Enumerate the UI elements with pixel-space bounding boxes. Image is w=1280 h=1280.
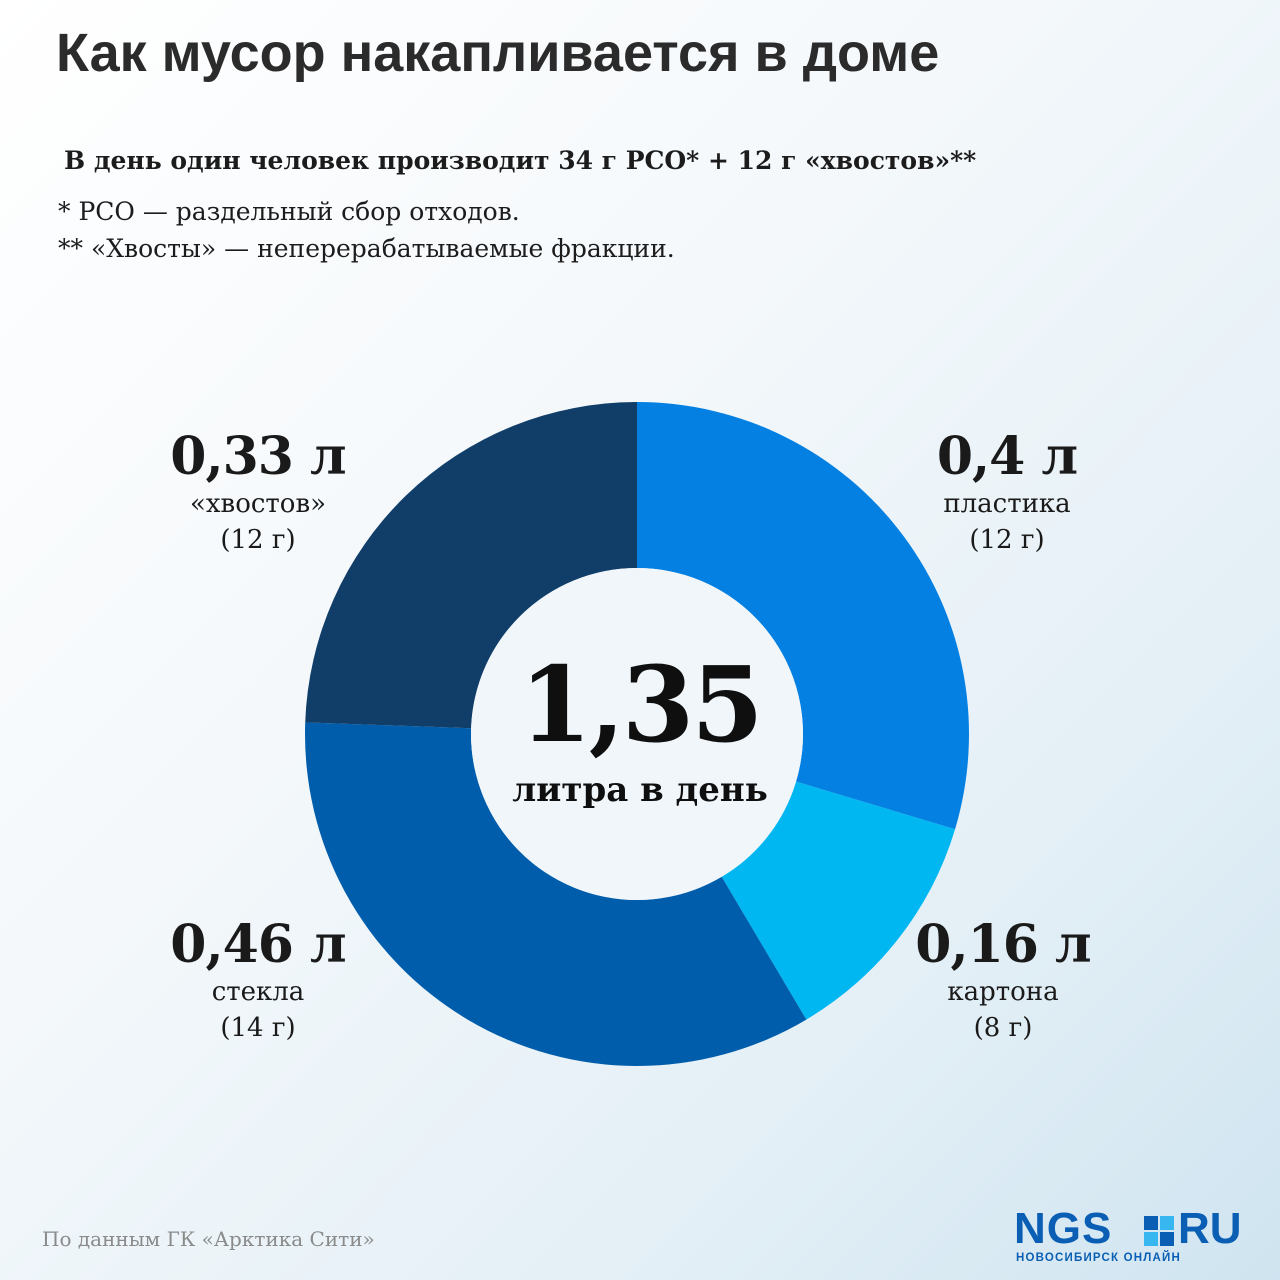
slice-mass-plastic: (12 г) — [857, 522, 1157, 558]
donut-center-label: литра в день — [440, 768, 840, 812]
slice-name-cardboard: картона — [853, 974, 1153, 1010]
logo-ngs-text: NGS — [1014, 1204, 1112, 1254]
logo-ru-text: RU — [1178, 1204, 1242, 1254]
source-note: По данным ГК «Арктика Сити» — [42, 1227, 375, 1251]
ngs-logo: NGS RU НОВОСИБИРСК ОНЛАЙН — [1014, 1208, 1248, 1268]
slice-value-tails: 0,33 л — [108, 428, 408, 486]
slice-mass-glass: (14 г) — [108, 1010, 408, 1046]
slice-value-plastic: 0,4 л — [857, 428, 1157, 486]
slice-mass-cardboard: (8 г) — [853, 1010, 1153, 1046]
slice-mass-tails: (12 г) — [108, 522, 408, 558]
slice-name-glass: стекла — [108, 974, 408, 1010]
slice-label-cardboard: 0,16 л картона (8 г) — [853, 916, 1153, 1046]
slice-name-tails: «хвостов» — [108, 486, 408, 522]
slice-label-glass: 0,46 л стекла (14 г) — [108, 916, 408, 1046]
slice-label-tails: 0,33 л «хвостов» (12 г) — [108, 428, 408, 558]
slice-value-cardboard: 0,16 л — [853, 916, 1153, 974]
slice-name-plastic: пластика — [857, 486, 1157, 522]
slice-label-plastic: 0,4 л пластика (12 г) — [857, 428, 1157, 558]
donut-center-value: 1,35 — [440, 650, 840, 760]
logo-square-icon — [1144, 1216, 1174, 1246]
slice-value-glass: 0,46 л — [108, 916, 408, 974]
logo-subtitle: НОВОСИБИРСК ОНЛАЙН — [1016, 1252, 1181, 1264]
